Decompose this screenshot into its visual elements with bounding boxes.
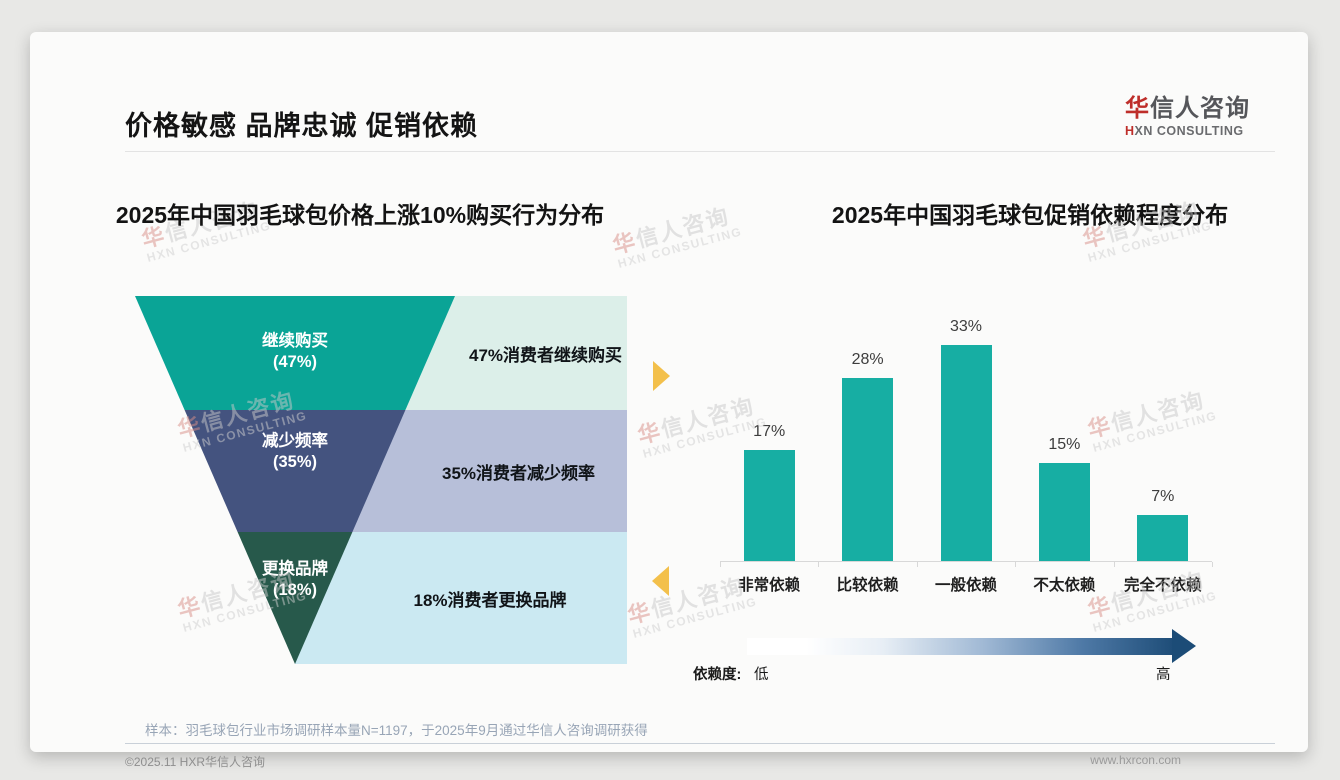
watermark-line2: HXN CONSULTING: [1091, 588, 1219, 636]
bar-value-label: 17%: [753, 423, 786, 440]
funnel-label-1-name: 继续购买: [262, 332, 328, 350]
bar-value-label: 33%: [949, 318, 983, 335]
dependence-gradient-arrowhead-icon: [1172, 629, 1196, 663]
funnel-label-2-name: 减少频率: [262, 432, 328, 450]
funnel-annotation-2: 35%消费者减少频率: [441, 463, 596, 483]
funnel-annotation-1: 47%消费者继续购买: [468, 345, 623, 365]
funnel-panel-3: 18%消费者更换品牌: [295, 532, 627, 664]
bar-axis-line: [720, 561, 1212, 562]
copyright-text: ©2025.11 HXR华信人咨询: [125, 755, 265, 769]
bar: [842, 378, 894, 561]
funnel-chart-title: 2025年中国羽毛球包价格上涨10%购买行为分布: [115, 202, 605, 228]
bar: [743, 450, 795, 561]
funnel-label-2: 减少频率 (35%): [195, 431, 395, 472]
funnel-panel-2: 35%消费者减少频率: [352, 410, 627, 532]
header-divider: [125, 151, 1275, 152]
funnel-shape: [135, 296, 455, 664]
bar: [1137, 515, 1189, 561]
dependence-high-label: 高: [1156, 667, 1171, 683]
bar: [940, 345, 992, 561]
company-logo-subtitle: HXN CONSULTING: [1125, 124, 1244, 139]
page-title: 价格敏感 品牌忠诚 促销依赖: [125, 111, 479, 141]
bar-value-label: 28%: [851, 351, 884, 368]
company-logo: 华信人咨询 HXN CONSULTING: [1125, 95, 1280, 139]
funnel-label-1-pct: (47%): [272, 352, 317, 371]
bar-value-label: 7%: [1151, 488, 1175, 505]
funnel-segment-1: [135, 296, 455, 410]
bar-category-label: 一般依赖: [934, 577, 997, 594]
watermark: 华信人咨询 HXN CONSULTING: [1085, 386, 1219, 456]
bar-axis-tick: [818, 562, 820, 567]
bar-chart-title: 2025年中国羽毛球包促销依赖程度分布: [831, 202, 1229, 228]
bar-category-label: 不太依赖: [1033, 577, 1096, 594]
bar-axis-tick: [1113, 562, 1115, 567]
footer-divider: [125, 743, 1275, 744]
dependence-gradient-bar: [747, 638, 1172, 655]
funnel-label-3-pct: (18%): [272, 580, 317, 599]
dependence-label: 依赖度:: [693, 667, 742, 683]
dependence-low-label: 低: [754, 667, 769, 683]
sample-footnote: 样本：羽毛球包行业市场调研样本量N=1197，于2025年9月通过华信人咨询调研…: [145, 723, 648, 738]
funnel-annotation-3: 18%消费者更换品牌: [413, 590, 567, 610]
bar-axis-tick: [1212, 562, 1213, 567]
bar-axis-tick: [916, 562, 918, 567]
funnel-label-2-pct: (35%): [272, 452, 317, 471]
watermark-line2: HXN CONSULTING: [631, 594, 759, 642]
bar-value-label: 15%: [1048, 436, 1081, 453]
company-logo-name: 华信人咨询: [1125, 95, 1250, 122]
bar-axis-tick: [1015, 562, 1017, 567]
funnel-label-1: 继续购买 (47%): [195, 331, 395, 372]
bar-axis-tick: [720, 562, 721, 567]
connector-arrow-left-icon: [652, 566, 669, 596]
bar-category-label: 完全不依赖: [1124, 577, 1202, 594]
slide-card: 华信人咨询 HXN CONSULTING 价格敏感 品牌忠诚 促销依赖 华信人咨…: [30, 32, 1308, 769]
funnel-label-3: 更换品牌 (18%): [195, 559, 395, 600]
watermark-line2: HXN CONSULTING: [616, 224, 744, 272]
website-text: www.hxrcon.com: [1090, 753, 1181, 767]
watermark-line1: 华信人咨询: [1085, 387, 1208, 443]
funnel-segment-2: [184, 410, 406, 532]
bar-category-label: 比较依赖: [836, 577, 899, 594]
watermark-line2: HXN CONSULTING: [1091, 408, 1219, 456]
funnel-label-3-name: 更换品牌: [262, 560, 328, 578]
bar: [1038, 463, 1090, 561]
connector-arrow-right-icon: [653, 361, 670, 391]
bar-category-label: 非常依赖: [738, 577, 801, 594]
funnel-segment-3: [237, 532, 353, 664]
